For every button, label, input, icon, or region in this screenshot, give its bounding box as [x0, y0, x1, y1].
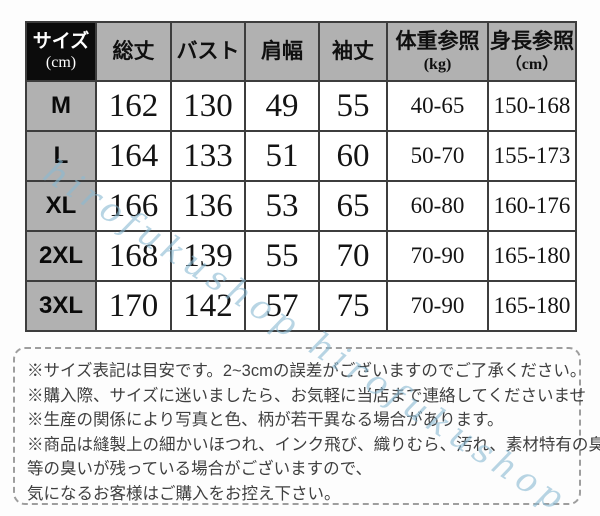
note-line: 等の臭いが残っている場合がございますので、: [27, 460, 373, 478]
value-cell: 139: [170, 230, 246, 282]
value-cell: 53: [244, 180, 320, 232]
note-line: ※購入際、サイズに迷いましたら、お気軽に当店まで連絡してくださいませ: [27, 386, 587, 405]
note-line: ※生産の関係により写真と色、柄が若干異なる場合があります。: [27, 411, 504, 429]
value-cell: 136: [170, 180, 246, 232]
height-range-cell: 165-180: [487, 230, 577, 282]
note-line: ※サイズ表記は目安です。2~3cmの誤差がございますのでご了承ください。: [27, 362, 587, 380]
size-label: M: [25, 80, 97, 132]
table-header-row: サイズ (cm) 総丈 バスト 肩幅 袖丈 体重参照 (kg) 身長参照 （cm…: [25, 21, 577, 82]
header-bust: バスト: [170, 21, 246, 82]
table-row-m: M 162 130 49 55 40-65 150-168: [25, 80, 577, 132]
value-cell: 162: [95, 80, 172, 132]
header-height-ref: 身長参照 （cm）: [487, 21, 577, 82]
weight-range-cell: 60-80: [386, 180, 489, 232]
table-row-l: L 164 133 51 60 50-70 155-173: [25, 130, 577, 182]
size-label: XL: [25, 180, 97, 232]
note-line: ※商品は縫製上の細かいほつれ、インク飛び、織りむら、汚れ、素材特有の臭いや接着剤: [27, 435, 600, 454]
table-row-3xl: 3XL 170 142 57 75 70-90 165-180: [25, 280, 577, 332]
height-range-cell: 155-173: [487, 130, 577, 182]
header-weight-ref: 体重参照 (kg): [386, 21, 489, 82]
value-cell: 55: [244, 230, 320, 282]
value-cell: 49: [244, 80, 320, 132]
value-cell: 142: [170, 280, 246, 332]
value-cell: 166: [95, 180, 172, 232]
value-cell: 164: [95, 130, 172, 182]
value-cell: 60: [318, 130, 388, 182]
header-shoulder: 肩幅: [244, 21, 320, 82]
value-cell: 130: [170, 80, 246, 132]
value-cell: 168: [95, 230, 172, 282]
weight-range-cell: 50-70: [386, 130, 489, 182]
notes-box: ※サイズ表記は目安です。2~3cmの誤差がございますのでご了承ください。 ※購入…: [13, 347, 600, 505]
value-cell: 57: [244, 280, 320, 332]
value-cell: 70: [318, 230, 388, 282]
value-cell: 51: [244, 130, 320, 182]
header-total-length: 総丈: [95, 21, 172, 82]
note-line: 気になるお客様はご購入をお控え下さい。: [27, 484, 341, 503]
value-cell: 133: [170, 130, 246, 182]
height-range-cell: 150-168: [487, 80, 577, 132]
header-size: サイズ (cm): [25, 21, 97, 82]
table-row-xl: XL 166 136 53 65 60-80 160-176: [25, 180, 577, 232]
weight-range-cell: 70-90: [386, 230, 489, 282]
size-chart-table: サイズ (cm) 総丈 バスト 肩幅 袖丈 体重参照 (kg) 身長参照 （cm…: [25, 21, 577, 332]
size-label: 2XL: [25, 230, 97, 282]
table-row-2xl: 2XL 168 139 55 70 70-90 165-180: [25, 230, 577, 282]
size-label: L: [25, 130, 97, 182]
weight-range-cell: 70-90: [386, 280, 489, 332]
header-size-unit: (cm): [45, 54, 77, 72]
height-range-cell: 160-176: [487, 180, 577, 232]
value-cell: 170: [95, 280, 172, 332]
value-cell: 65: [318, 180, 388, 232]
header-size-label: サイズ: [32, 30, 90, 52]
size-label: 3XL: [25, 280, 97, 332]
weight-range-cell: 40-65: [386, 80, 489, 132]
height-range-cell: 165-180: [487, 280, 577, 332]
value-cell: 55: [318, 80, 388, 132]
value-cell: 75: [318, 280, 388, 332]
header-sleeve: 袖丈: [318, 21, 388, 82]
